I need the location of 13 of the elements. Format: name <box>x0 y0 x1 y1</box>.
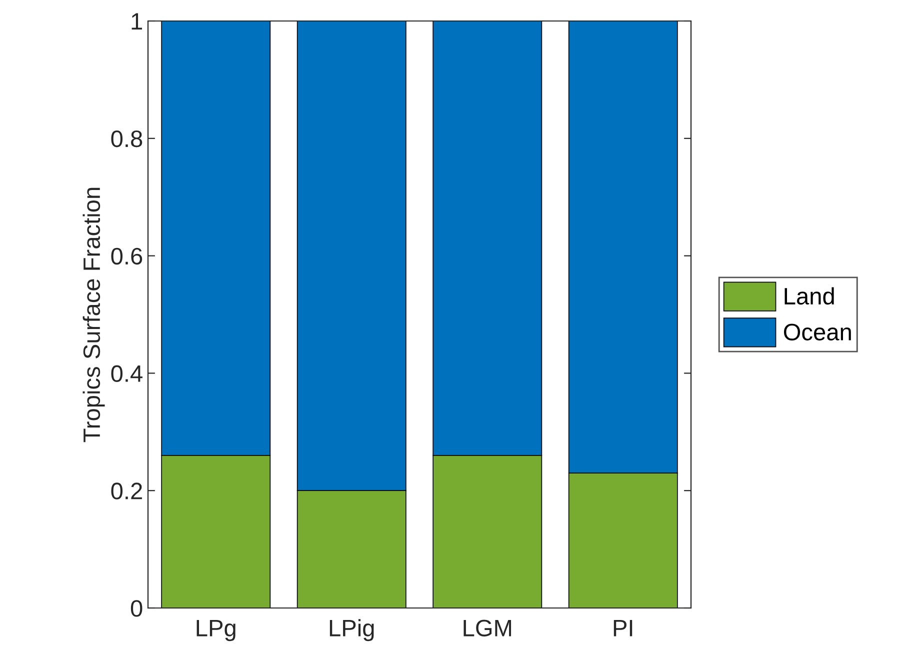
x-tick-label: PI <box>614 620 632 636</box>
x-tick-label: LPg <box>196 620 236 642</box>
y-tick-label: 1 <box>132 13 142 30</box>
y-tick-label: 0.6 <box>111 248 142 265</box>
x-tick-label: LGM <box>464 620 512 636</box>
y-tick-label: 0.2 <box>111 482 142 500</box>
y-tick-label: 0.4 <box>111 365 142 382</box>
y-tick-label: 0.8 <box>111 130 142 148</box>
legend-label: Ocean <box>784 324 851 340</box>
y-axis-title: Tropics Surface Fraction <box>82 188 105 442</box>
y-tick-label: 0 <box>130 600 142 617</box>
x-tick-label: LPig <box>330 619 374 642</box>
legend-label: Land <box>784 287 834 305</box>
